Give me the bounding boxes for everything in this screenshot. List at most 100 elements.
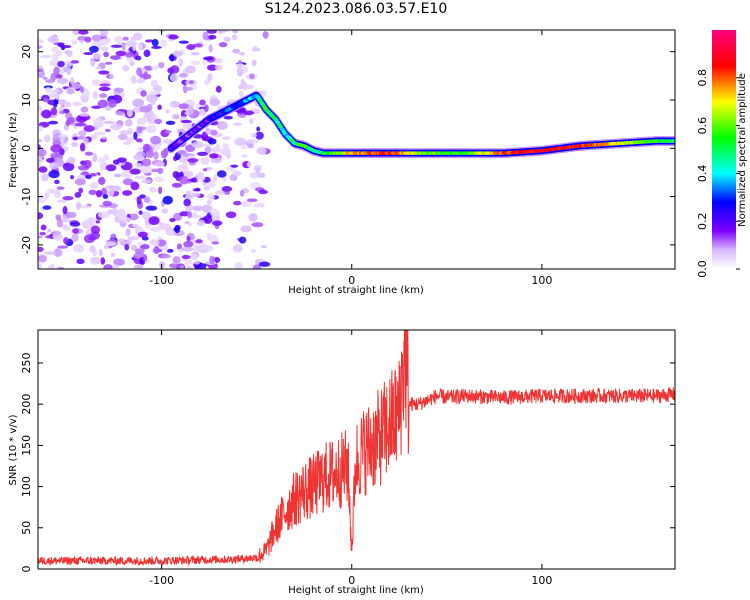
- noise-blob: [45, 79, 56, 84]
- noise-blob: [137, 117, 147, 126]
- noise-blob: [188, 204, 193, 211]
- noise-blob: [173, 256, 181, 264]
- noise-blob: [110, 252, 116, 257]
- noise-blob: [153, 245, 160, 255]
- noise-blob: [149, 239, 160, 246]
- noise-blob: [216, 120, 228, 130]
- noise-blob: [178, 73, 188, 78]
- noise-blob: [59, 134, 69, 138]
- noise-blob: [51, 234, 64, 240]
- noise-blob: [101, 136, 108, 140]
- noise-blob: [50, 107, 58, 116]
- noise-blob: [56, 218, 63, 228]
- noise-blob: [102, 200, 113, 207]
- noise-blob: [125, 137, 134, 143]
- noise-blob: [236, 67, 243, 77]
- noise-blob: [191, 192, 201, 198]
- noise-blob: [38, 254, 47, 263]
- noise-blob: [211, 241, 220, 245]
- noise-blob: [71, 83, 81, 89]
- spectrogram-signal-ridge: [167, 90, 675, 159]
- noise-blob: [41, 173, 49, 182]
- noise-blob: [212, 220, 223, 226]
- noise-blob: [124, 244, 130, 251]
- noise-blob: [50, 89, 60, 94]
- noise-blob: [83, 125, 95, 133]
- noise-blob: [137, 77, 145, 84]
- noise-blob: [89, 182, 99, 189]
- noise-blob: [218, 42, 228, 48]
- noise-blob: [193, 261, 200, 265]
- noise-blob: [187, 223, 192, 227]
- noise-blob: [92, 90, 98, 100]
- noise-blob: [100, 187, 108, 197]
- noise-blob: [218, 30, 224, 35]
- noise-blob: [114, 87, 125, 93]
- noise-blob: [158, 186, 163, 195]
- noise-blob: [112, 207, 118, 217]
- noise-blob: [209, 98, 221, 107]
- noise-blob: [141, 158, 152, 167]
- noise-blob: [165, 109, 171, 114]
- noise-blob: [80, 106, 89, 113]
- noise-blob: [95, 189, 103, 198]
- noise-blob: [88, 218, 94, 226]
- noise-blob: [98, 70, 110, 75]
- noise-blob: [55, 214, 62, 221]
- noise-blob: [223, 36, 231, 42]
- noise-blob: [246, 161, 252, 168]
- noise-blob: [108, 99, 117, 108]
- noise-blob: [238, 236, 247, 244]
- noise-blob: [185, 65, 196, 74]
- noise-blob: [169, 73, 179, 82]
- noise-blob: [133, 154, 144, 160]
- noise-blob: [97, 157, 107, 164]
- noise-blob: [92, 117, 103, 123]
- noise-blob: [119, 130, 131, 135]
- noise-blob: [110, 55, 121, 60]
- x-tick-label: 100: [531, 574, 552, 587]
- colorbar: 0.0 0.2 0.4 0.6 0.8 Normalized spectral ampl…: [696, 30, 748, 278]
- noise-blob: [207, 73, 213, 81]
- noise-blob: [136, 126, 147, 131]
- noise-blob: [171, 182, 183, 188]
- noise-blob: [153, 151, 159, 160]
- noise-blob: [66, 50, 73, 58]
- noise-blob: [54, 179, 60, 185]
- y-tick-label: 250: [20, 352, 33, 373]
- noise-blob: [150, 135, 162, 145]
- noise-blob: [67, 156, 76, 164]
- noise-blob: [172, 170, 180, 179]
- noise-blob: [125, 228, 131, 237]
- noise-blob: [252, 45, 258, 52]
- noise-blob: [38, 246, 44, 252]
- noise-blob: [253, 203, 265, 208]
- noise-blob: [136, 196, 142, 205]
- x-tick-label: -100: [149, 574, 174, 587]
- noise-blob: [122, 64, 130, 72]
- noise-blob: [125, 52, 134, 58]
- noise-blob: [149, 227, 161, 232]
- noise-blob: [183, 240, 194, 248]
- noise-blob: [214, 64, 223, 71]
- noise-blob: [97, 99, 108, 108]
- noise-blob: [166, 248, 174, 253]
- noise-blob: [143, 196, 151, 203]
- y-tick-label: 0: [20, 145, 33, 152]
- noise-blob: [132, 223, 139, 228]
- noise-blob: [50, 144, 63, 153]
- snr-x-axis-label: Height of straight line (km): [288, 585, 424, 596]
- noise-blob: [57, 245, 69, 249]
- noise-blob: [98, 177, 106, 185]
- noise-blob: [180, 119, 192, 124]
- noise-blob: [122, 178, 134, 186]
- noise-blob: [149, 90, 161, 96]
- noise-blob: [121, 42, 126, 51]
- noise-blob: [88, 189, 97, 196]
- noise-blob: [234, 262, 243, 269]
- noise-blob: [122, 36, 129, 41]
- noise-blob: [115, 50, 127, 57]
- noise-blob: [58, 98, 67, 106]
- noise-blob: [47, 36, 60, 44]
- noise-blob: [230, 164, 239, 168]
